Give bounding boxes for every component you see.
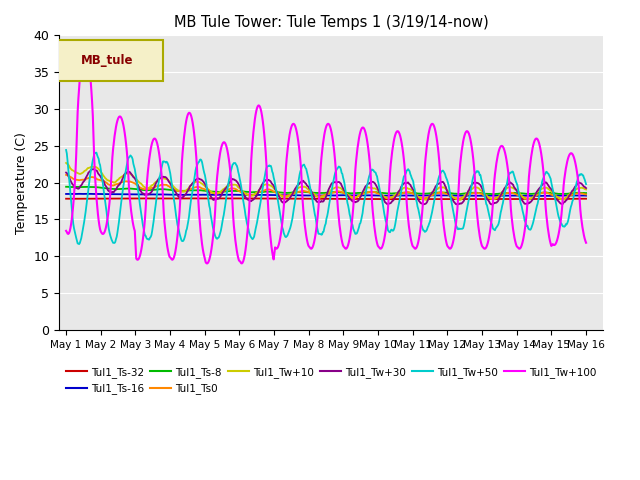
- Tul1_Tw+50: [126, 154, 134, 159]
- Tul1_Tw+10: [404, 186, 412, 192]
- Tul1_Tw+50: [76, 241, 83, 247]
- Tul1_Ts0: [178, 189, 186, 194]
- Tul1_Ts0: [404, 189, 412, 195]
- Tul1_Tw+100: [582, 240, 590, 246]
- Tul1_Ts-8: [178, 188, 186, 194]
- Tul1_Ts-16: [72, 191, 79, 197]
- Tul1_Tw+10: [72, 169, 79, 175]
- Tul1_Tw+10: [125, 170, 133, 176]
- Tul1_Tw+30: [90, 166, 97, 172]
- Tul1_Tw+10: [455, 197, 463, 203]
- Tul1_Tw+30: [62, 170, 70, 176]
- Tul1_Ts0: [125, 179, 133, 185]
- Line: Tul1_Ts-8: Tul1_Ts-8: [66, 187, 586, 194]
- Tul1_Ts-8: [125, 186, 133, 192]
- Tul1_Tw+50: [405, 168, 413, 173]
- Tul1_Tw+100: [72, 168, 79, 174]
- Tul1_Ts-16: [179, 192, 186, 198]
- Tul1_Ts-32: [390, 196, 397, 202]
- Tul1_Tw+100: [179, 151, 186, 156]
- Tul1_Ts-16: [206, 192, 214, 198]
- Tul1_Ts-8: [489, 191, 497, 197]
- Tul1_Ts-16: [533, 193, 541, 199]
- Tul1_Ts-8: [72, 184, 79, 190]
- Tul1_Ts0: [582, 192, 590, 197]
- Tul1_Ts-32: [62, 196, 70, 202]
- Tul1_Ts0: [205, 189, 213, 194]
- Line: Tul1_Tw+10: Tul1_Tw+10: [66, 163, 586, 200]
- Tul1_Tw+10: [178, 188, 186, 194]
- Line: Tul1_Tw+100: Tul1_Tw+100: [66, 47, 586, 264]
- Tul1_Tw+30: [582, 185, 590, 191]
- Tul1_Tw+50: [62, 147, 70, 153]
- Tul1_Tw+10: [582, 187, 590, 192]
- Tul1_Tw+50: [390, 227, 397, 233]
- Tul1_Tw+10: [205, 187, 213, 193]
- Tul1_Ts-8: [389, 191, 397, 196]
- Tul1_Tw+100: [406, 228, 413, 234]
- Tul1_Tw+30: [126, 169, 134, 175]
- Tul1_Ts-32: [582, 196, 590, 202]
- Tul1_Ts0: [72, 177, 79, 182]
- Y-axis label: Temperature (C): Temperature (C): [15, 132, 28, 233]
- Tul1_Ts-8: [62, 184, 70, 190]
- Line: Tul1_Tw+30: Tul1_Tw+30: [66, 169, 586, 204]
- Tul1_Ts-16: [390, 192, 397, 198]
- Text: MB_tule: MB_tule: [81, 54, 133, 67]
- Tul1_Ts-16: [62, 191, 70, 197]
- Tul1_Ts-32: [405, 196, 413, 202]
- Line: Tul1_Tw+50: Tul1_Tw+50: [66, 150, 586, 244]
- Tul1_Tw+30: [72, 185, 79, 191]
- Tul1_Ts-16: [405, 192, 413, 198]
- Tul1_Ts-32: [206, 195, 214, 201]
- Tul1_Ts-32: [178, 195, 186, 201]
- Tul1_Ts-32: [190, 195, 198, 201]
- Tul1_Ts-16: [76, 191, 83, 197]
- Line: Tul1_Ts-32: Tul1_Ts-32: [66, 198, 586, 199]
- Tul1_Tw+30: [390, 195, 398, 201]
- Tul1_Tw+100: [207, 251, 214, 256]
- Tul1_Ts-8: [205, 188, 213, 194]
- Line: Tul1_Ts-16: Tul1_Ts-16: [66, 194, 586, 196]
- Legend: Tul1_Ts-32, Tul1_Ts-16, Tul1_Ts-8, Tul1_Ts0, Tul1_Tw+10, Tul1_Tw+30, Tul1_Tw+50,: Tul1_Ts-32, Tul1_Ts-16, Tul1_Ts-8, Tul1_…: [61, 363, 601, 398]
- Tul1_Tw+50: [206, 206, 214, 212]
- Tul1_Tw+100: [390, 135, 398, 141]
- Tul1_Ts0: [389, 194, 397, 200]
- Tul1_Ts-32: [72, 196, 79, 202]
- Tul1_Ts0: [62, 172, 70, 178]
- Tul1_Ts-16: [126, 192, 134, 197]
- Tul1_Tw+30: [179, 194, 186, 200]
- Tul1_Tw+30: [384, 202, 392, 207]
- Title: MB Tule Tower: Tule Temps 1 (3/19/14-now): MB Tule Tower: Tule Temps 1 (3/19/14-now…: [174, 15, 489, 30]
- Tul1_Tw+50: [179, 238, 186, 244]
- Tul1_Tw+30: [406, 181, 413, 187]
- Line: Tul1_Ts0: Tul1_Ts0: [66, 175, 586, 199]
- Tul1_Tw+100: [126, 194, 134, 200]
- Tul1_Tw+100: [204, 261, 211, 266]
- Tul1_Tw+100: [81, 44, 89, 49]
- Tul1_Ts0: [558, 196, 566, 202]
- Tul1_Tw+10: [62, 160, 70, 166]
- Tul1_Ts-32: [125, 195, 133, 201]
- Tul1_Tw+30: [206, 192, 214, 198]
- Tul1_Ts-8: [404, 190, 412, 195]
- Tul1_Ts-16: [582, 193, 590, 199]
- Tul1_Tw+100: [62, 228, 70, 234]
- Tul1_Tw+50: [72, 232, 79, 238]
- Tul1_Tw+50: [582, 181, 590, 187]
- Tul1_Tw+10: [389, 193, 397, 199]
- FancyBboxPatch shape: [51, 40, 163, 81]
- Tul1_Ts-8: [582, 190, 590, 196]
- Tul1_Ts-32: [449, 196, 456, 202]
